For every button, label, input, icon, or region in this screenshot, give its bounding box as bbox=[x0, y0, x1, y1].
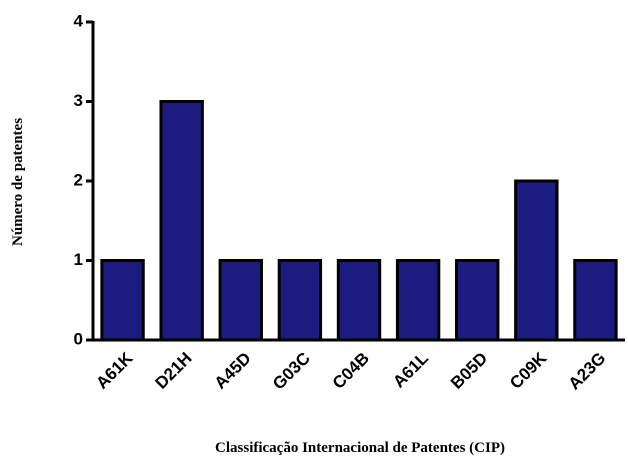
y-tick-label: 4 bbox=[74, 11, 84, 30]
bar bbox=[395, 259, 441, 342]
bar bbox=[100, 259, 145, 342]
x-tick-label: C04B bbox=[329, 349, 373, 393]
x-tick-label: C09K bbox=[506, 348, 551, 393]
bar bbox=[277, 259, 323, 342]
x-axis-title: Classificação Internacional de Patentes … bbox=[215, 440, 505, 456]
x-tick-label: G03C bbox=[269, 349, 314, 394]
x-tick-label: A61K bbox=[92, 348, 137, 393]
bar bbox=[336, 259, 382, 342]
x-tick-label: B05D bbox=[447, 349, 491, 393]
y-tick-label: 1 bbox=[74, 250, 83, 269]
bar bbox=[514, 179, 559, 342]
x-tick-label: A23G bbox=[565, 349, 610, 394]
y-tick-label: 0 bbox=[74, 329, 83, 348]
bar bbox=[455, 259, 500, 342]
bar bbox=[573, 259, 618, 342]
y-tick-label: 2 bbox=[74, 170, 83, 189]
x-tick-label: A45D bbox=[211, 349, 255, 393]
bar bbox=[159, 100, 204, 342]
bar bbox=[218, 259, 263, 342]
x-tick-label: D21H bbox=[151, 349, 195, 393]
y-axis-title: Número de patentes bbox=[10, 118, 26, 246]
x-tick-label: A61L bbox=[389, 349, 432, 392]
y-tick-label: 3 bbox=[74, 91, 83, 110]
